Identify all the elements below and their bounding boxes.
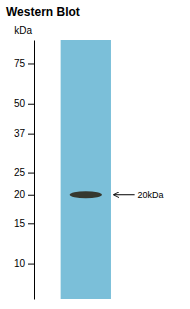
y-tick-label: 37 xyxy=(14,128,26,139)
y-tick: 37 xyxy=(14,128,34,139)
y-tick-label: 10 xyxy=(14,258,26,269)
y-tick: 75 xyxy=(14,58,34,69)
y-tick-mark xyxy=(28,104,34,105)
y-tick-mark xyxy=(28,134,34,135)
y-axis-line xyxy=(34,41,35,300)
y-tick: 20 xyxy=(14,189,34,200)
y-tick: 10 xyxy=(14,258,34,269)
y-tick: 50 xyxy=(14,98,34,109)
chart-container: Western Blot 10 15 20 25 37 50 75 20kDa kDa xyxy=(0,0,190,309)
y-tick-mark xyxy=(28,264,34,265)
plot: 10 15 20 25 37 50 75 20kDa xyxy=(14,40,164,300)
y-tick-mark xyxy=(28,173,34,174)
chart-svg: Western Blot 10 15 20 25 37 50 75 20kDa kDa xyxy=(0,0,190,309)
annotation-arrow xyxy=(114,194,135,195)
marks xyxy=(61,40,111,299)
y-tick-mark xyxy=(28,195,34,196)
band xyxy=(70,191,102,198)
y-tick-mark xyxy=(28,223,34,224)
y-tick-label: 25 xyxy=(14,167,26,178)
y-tick: 25 xyxy=(14,167,34,178)
y-tick-mark xyxy=(28,63,34,64)
y-axis: 10 15 20 25 37 50 75 xyxy=(14,41,35,300)
title: Western Blot xyxy=(6,5,80,19)
y-tick-label: 15 xyxy=(14,218,26,229)
gel-lane xyxy=(61,40,111,299)
annotation-label: 20kDa xyxy=(138,190,164,200)
y-tick-label: 50 xyxy=(14,98,26,109)
y-tick-label: 75 xyxy=(14,58,26,69)
annotations: 20kDa xyxy=(114,190,164,200)
y-tick-label: 20 xyxy=(14,189,26,200)
y-axis-label: kDa xyxy=(14,25,32,36)
y-tick: 15 xyxy=(14,218,34,229)
